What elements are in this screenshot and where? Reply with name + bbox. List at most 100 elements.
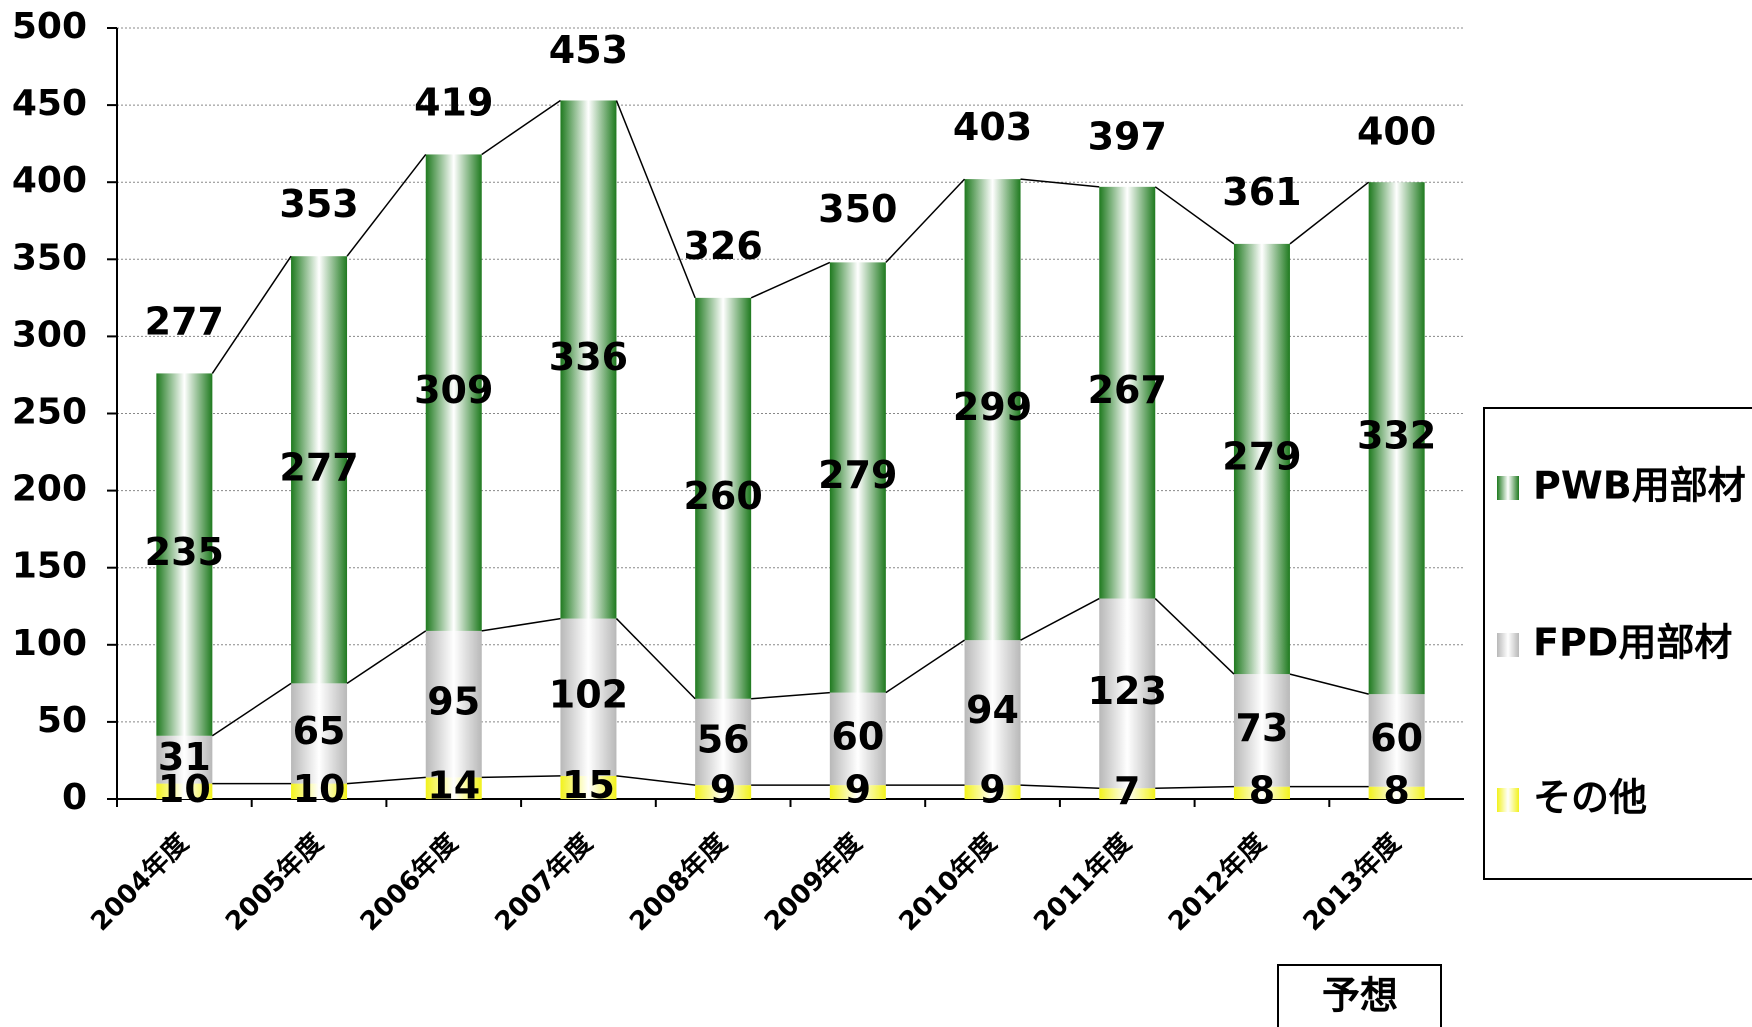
connector-line [346,153,427,257]
x-tick-label: 2007年度 [489,827,599,937]
bar-segment [964,785,1021,799]
data-label: 15 [562,763,615,807]
bar-segment [425,630,482,778]
connector-line [1289,181,1370,245]
connector-line [1020,178,1100,188]
data-label: 10 [158,767,211,811]
x-tick-label: 2011年度 [1028,827,1138,937]
y-tick-label: 500 [12,6,87,47]
bar-segment [1233,243,1290,675]
data-label: 299 [953,385,1032,429]
bar-segment [291,256,348,684]
bar-segment [829,262,886,693]
legend-label: FPD用部材 [1533,621,1732,665]
connector-line [1154,597,1235,675]
data-label: 336 [549,335,628,379]
connector-line [211,255,292,374]
bar-segment [1099,598,1156,789]
data-label: 277 [279,445,358,489]
connector-line [346,776,426,785]
x-tick-label: 2010年度 [893,827,1003,937]
data-label: 361 [1222,170,1301,214]
x-tick-label: 2013年度 [1297,827,1407,937]
y-tick-label: 100 [12,623,87,664]
data-label: 14 [427,764,480,808]
data-label: 397 [1088,114,1167,158]
data-label: 31 [158,735,211,779]
data-label: 350 [818,187,897,231]
x-tick-label: 2006年度 [354,827,464,937]
legend-swatch [1497,633,1519,657]
bar-segment [1368,786,1425,799]
connector-line [616,775,696,786]
data-label: 403 [953,105,1032,149]
y-tick-label: 450 [12,83,87,124]
bar-segment [1099,788,1156,799]
bar-segment [1368,182,1425,695]
bar-segment [156,373,213,736]
y-tick-label: 250 [12,392,87,433]
y-tick-label: 150 [12,546,87,587]
connector-line [481,617,561,632]
data-label: 95 [427,680,480,724]
legend-box [1483,407,1752,880]
bar-segment [964,179,1021,641]
x-tick-label: 2008年度 [624,827,734,937]
bar-segment [291,783,348,799]
data-label: 453 [549,28,628,72]
x-tick-label: 2012年度 [1162,827,1272,937]
connector-line [750,261,831,299]
connector-line [615,618,696,700]
data-label: 94 [966,688,1019,732]
connector-line [751,691,830,700]
legend-swatch [1497,788,1519,812]
bar-segment [829,692,886,786]
data-label: 7 [1114,769,1140,813]
x-tick-label: 2009年度 [758,827,868,937]
data-label: 332 [1357,414,1436,458]
data-label: 277 [145,299,224,343]
bar-segment [560,100,617,619]
data-label: 279 [818,453,897,497]
annotation-box [1277,964,1442,1027]
bar-segment [1099,186,1156,599]
y-tick-label: 200 [12,469,87,510]
y-tick-label: 50 [37,700,87,741]
connector-line [346,630,427,684]
connector-line [481,99,561,156]
bar-segment [1233,786,1290,799]
x-tick-label: 2005年度 [219,827,329,937]
x-tick-label: 2004年度 [85,827,195,937]
bar-segment [156,783,213,799]
bar-segment [425,154,482,631]
connector-line [885,639,965,694]
data-label: 279 [1222,434,1301,478]
data-label: 267 [1088,368,1167,412]
annotation: 予想 [1322,974,1398,1018]
legend-swatch [1497,476,1519,500]
connector-line [211,682,292,737]
bar-segment [560,618,617,776]
data-label: 8 [1383,768,1409,812]
data-label: 60 [831,714,884,758]
connector-line [1289,673,1369,695]
bar-segment [156,735,213,784]
data-label: 235 [145,530,224,574]
y-tick-label: 300 [12,314,87,355]
legend-label: その他 [1533,776,1647,820]
y-tick-label: 0 [62,777,87,818]
data-label: 123 [1088,669,1167,713]
bar-segment [829,785,886,799]
data-label: 309 [414,368,493,412]
bar-segment [695,297,752,699]
data-label: 326 [683,224,762,268]
data-label: 10 [293,767,346,811]
y-tick-label: 400 [12,160,87,201]
connector-line [1020,597,1100,641]
connector-line [481,775,561,779]
bar-segment [695,785,752,799]
y-tick-label: 350 [12,237,87,278]
data-label: 73 [1236,706,1289,750]
data-label: 400 [1357,110,1436,154]
